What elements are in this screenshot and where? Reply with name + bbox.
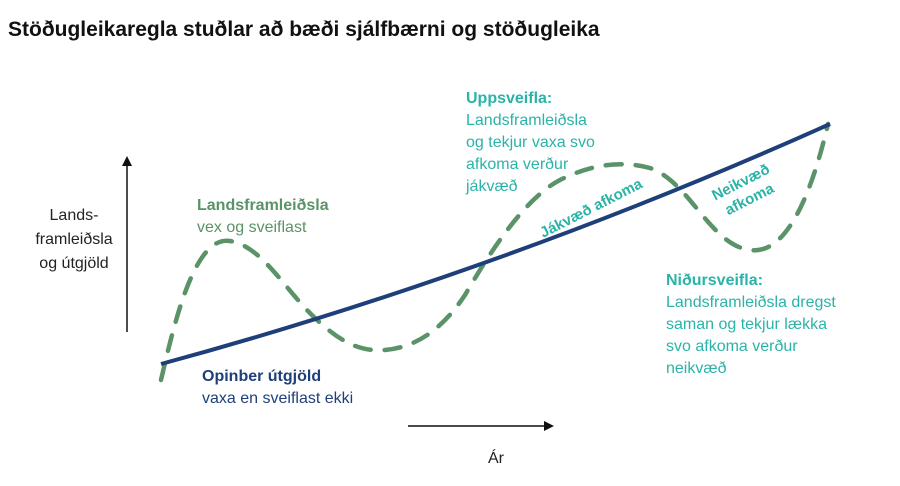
- upswing-label-title: Uppsveifla:: [466, 90, 553, 107]
- spending-label-title: Opinber útgjöld: [202, 368, 322, 385]
- y-axis-label-line: og útgjöld: [39, 255, 109, 272]
- downswing-label-text: neikvæð: [666, 360, 727, 377]
- upswing-label-text: og tekjur vaxa svo: [466, 134, 595, 151]
- downswing-label-text: svo afkoma verður: [666, 338, 798, 355]
- spending-label: Opinber útgjöld vaxa en sveiflast ekki: [202, 366, 353, 410]
- gdp-label: Landsframleiðsla vex og sveiflast: [197, 195, 329, 239]
- upswing-label-text: jákvæð: [466, 178, 518, 195]
- y-axis-label-line: framleiðsla: [35, 231, 113, 248]
- spending-line: [160, 122, 831, 366]
- downswing-label: Niðursveifla: Landsframleiðsla dregst sa…: [666, 270, 836, 380]
- gdp-label-title: Landsframleiðsla: [197, 197, 329, 214]
- gdp-wave-line: [158, 121, 831, 383]
- downswing-label-text: saman og tekjur lækka: [666, 316, 827, 333]
- y-axis-label-line: Lands-: [49, 207, 99, 224]
- x-axis-label: Ár: [488, 450, 504, 467]
- y-axis-label: Lands- framleiðsla og útgjöld: [24, 204, 124, 276]
- upswing-label-text: Landsframleiðsla: [466, 112, 587, 129]
- downswing-label-text: Landsframleiðsla dregst: [666, 294, 836, 311]
- page-title: Stöðugleikaregla stuðlar að bæði sjálfbæ…: [8, 18, 600, 41]
- upswing-label-text: afkoma verður: [466, 156, 569, 173]
- spending-label-text: vaxa en sveiflast ekki: [202, 390, 354, 407]
- upswing-label: Uppsveifla: Landsframleiðsla og tekjur v…: [466, 88, 595, 198]
- gdp-label-text: vex og sveiflast: [197, 219, 307, 236]
- downswing-label-title: Niðursveifla:: [666, 272, 763, 289]
